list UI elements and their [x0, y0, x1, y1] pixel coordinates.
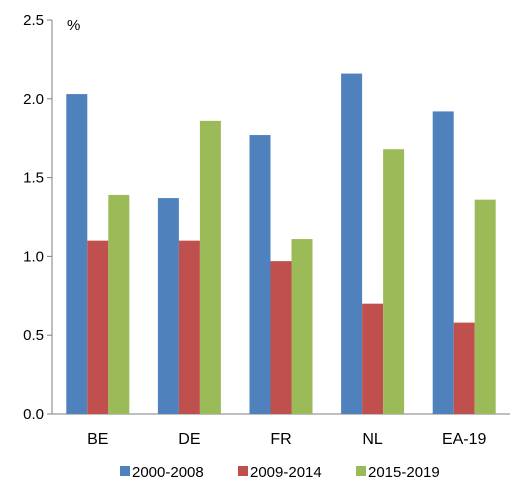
y-tick-label: 2.0: [23, 91, 44, 108]
bar-2000-2008-EA-19: [432, 111, 454, 415]
x-category-label: NL: [362, 431, 383, 448]
bar-2009-2014-DE: [178, 240, 200, 414]
legend: 2000-2008 2009-2014 2015-2019: [120, 464, 440, 481]
legend-swatch-2000-2008: [120, 466, 130, 476]
bar-2015-2019-BE: [108, 194, 130, 414]
bar-2015-2019-EA-19: [474, 199, 496, 414]
x-category-labels: BE DE FR NL EA-19: [87, 431, 486, 448]
x-category-label: BE: [87, 431, 108, 448]
bar-2015-2019-FR: [291, 239, 313, 414]
legend-label: 2015-2019: [368, 464, 440, 481]
y-tick-label: 0.5: [23, 327, 44, 344]
legend-label: 2009-2014: [250, 464, 322, 481]
y-tick-labels: 0.0 0.5 1.0 1.5 2.0 2.5: [23, 12, 52, 423]
y-tick-label: 2.5: [23, 12, 44, 29]
bar-2000-2008-DE: [157, 198, 179, 414]
x-category-label: EA-19: [442, 431, 487, 448]
bar-2009-2014-NL: [362, 303, 384, 414]
bar-2000-2008-BE: [66, 94, 88, 415]
bar-2009-2014-EA-19: [453, 322, 475, 414]
bar-2000-2008-FR: [249, 135, 271, 414]
bar-2009-2014-FR: [270, 261, 292, 414]
bar-2009-2014-BE: [87, 240, 109, 414]
bar-series-group: [66, 73, 496, 415]
legend-swatch-2015-2019: [356, 466, 366, 476]
y-tick-label: 1.0: [23, 248, 44, 265]
bar-2015-2019-NL: [383, 149, 405, 414]
y-tick-label: 1.5: [23, 170, 44, 187]
bar-2015-2019-DE: [199, 120, 221, 414]
x-category-label: FR: [270, 431, 291, 448]
bar-2000-2008-NL: [341, 73, 363, 415]
legend-label: 2000-2008: [132, 464, 204, 481]
y-unit-label: %: [67, 17, 80, 34]
y-axis: 0.0 0.5 1.0 1.5 2.0 2.5 %: [23, 12, 80, 423]
legend-swatch-2009-2014: [238, 466, 248, 476]
x-category-label: DE: [178, 431, 200, 448]
x-axis: BE DE FR NL EA-19: [52, 413, 510, 448]
y-tick-label: 0.0: [23, 406, 44, 423]
